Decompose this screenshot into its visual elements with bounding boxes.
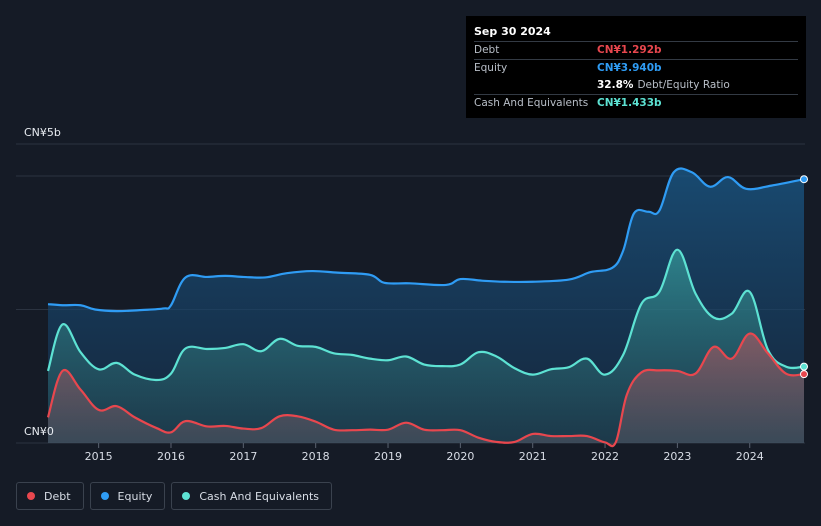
debt-line — [46, 332, 805, 448]
x-tick-label: 2021 — [519, 450, 547, 463]
legend-item-equity[interactable]: Equity — [89, 482, 166, 510]
tooltip-value: 32.8% — [597, 79, 634, 91]
tooltip-label: Cash And Equivalents — [474, 97, 589, 109]
cash-and-equivalents-area — [48, 249, 804, 443]
tooltip-row-equity: Equity CN¥3.940b — [474, 59, 798, 77]
chart-legend: Debt Equity Cash And Equivalents — [16, 482, 332, 510]
equity-line — [47, 167, 805, 313]
legend-item-cash[interactable]: Cash And Equivalents — [171, 482, 332, 510]
x-tick-label: 2018 — [302, 450, 330, 463]
tooltip-label — [474, 77, 597, 94]
series-areas — [48, 168, 804, 447]
tooltip-ratio-desc: Debt/Equity Ratio — [637, 79, 730, 91]
tooltip-label: Equity — [474, 62, 508, 74]
legend-label: Debt — [44, 489, 71, 503]
x-tick-label: 2017 — [229, 450, 257, 463]
x-tick-label: 2024 — [736, 450, 764, 463]
tooltip-value: CN¥3.940b — [597, 62, 662, 74]
x-tick-label: 2022 — [591, 450, 619, 463]
cash-and-equivalents-line — [46, 248, 805, 382]
debt-area — [48, 333, 804, 447]
tooltip-row-debt: Debt CN¥1.292b — [474, 41, 798, 59]
tooltip-panel: Sep 30 2024 Debt CN¥1.292b Equity CN¥3.9… — [466, 16, 806, 118]
series-lines — [46, 167, 805, 448]
x-tick-label: 2023 — [663, 450, 691, 463]
legend-label: Equity — [117, 489, 153, 503]
tooltip-date: Sep 30 2024 — [474, 25, 551, 38]
debt-endpoint — [800, 370, 808, 379]
tooltip-row-cash: Cash And Equivalents CN¥1.433b — [474, 94, 798, 112]
x-tick-label: 2016 — [157, 450, 185, 463]
equity-endpoint — [800, 175, 808, 184]
tooltip-label: Debt — [474, 44, 500, 56]
legend-dot-icon — [182, 492, 191, 500]
y-axis-top-label: CN¥5b — [24, 126, 61, 139]
x-tick-label: 2019 — [374, 450, 402, 463]
y-axis-bottom-label: CN¥0 — [24, 425, 54, 438]
series-endpoints — [800, 175, 808, 379]
x-tick-label: 2015 — [85, 450, 113, 463]
x-axis-ticks: 2015 2016 2017 2018 2019 2020 2021 2022 2023 2024 — [85, 443, 764, 463]
tooltip-value: CN¥1.433b — [597, 97, 662, 109]
legend-dot-icon — [100, 492, 109, 500]
legend-label: Cash And Equivalents — [199, 489, 319, 503]
x-tick-label: 2020 — [446, 450, 474, 463]
tooltip-row-ratio: 32.8% Debt/Equity Ratio — [474, 77, 798, 94]
tooltip-value: CN¥1.292b — [597, 44, 662, 56]
cash-and-equivalents-endpoint — [800, 362, 808, 371]
legend-dot-icon — [27, 492, 35, 500]
legend-item-debt[interactable]: Debt — [16, 482, 84, 510]
